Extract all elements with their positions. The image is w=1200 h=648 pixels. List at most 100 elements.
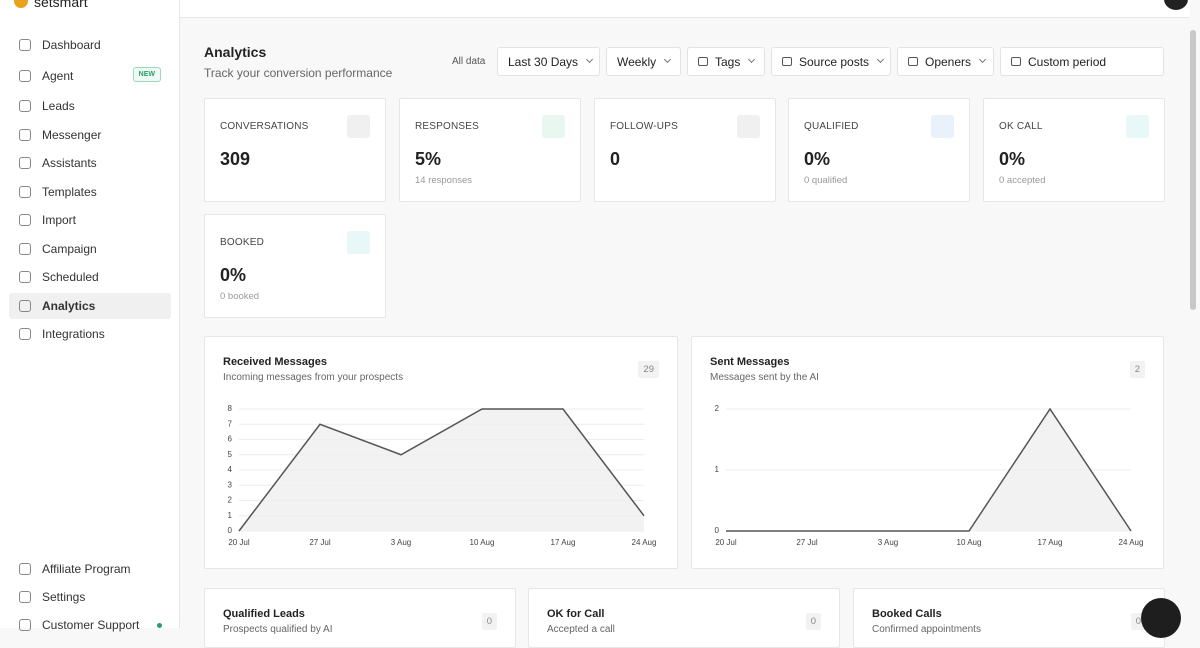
stat-label: CONVERSATIONS [220,121,309,132]
filter-button[interactable]: Weekly [606,47,681,76]
chart-title: Sent Messages [710,356,790,368]
filter-button[interactable]: Openers [897,47,994,76]
nav-icon [19,563,31,575]
x-tick-label: 10 Aug [470,538,495,547]
nav-item[interactable]: Scheduled [9,264,171,290]
filter-button[interactable]: Source posts [771,47,891,76]
filter-label: All data [452,56,486,67]
stat-icon [542,115,565,138]
x-tick-label: 17 Aug [551,538,576,547]
filter-text: Weekly [617,54,657,69]
nav-item[interactable]: Agent NEW [9,63,171,89]
nav-icon [19,328,31,340]
nav-item[interactable]: Integrations [9,321,171,347]
chart: 0 1 2 3 4 5 6 7 8 20 Jul 27 Jul 3 Aug 10 Aug 17 Aug 24… [228,404,657,547]
nav-label: Scheduled [42,270,99,284]
x-tick-label: 10 Aug [957,538,982,547]
stat-icon [1126,115,1149,138]
filter-button[interactable]: Custom period [1000,47,1164,76]
nav-icon [19,39,31,51]
x-tick-label: 27 Jul [309,538,331,547]
status-dot [157,623,162,628]
nav-label: Leads [42,99,75,113]
nav-item[interactable]: Assistants [9,150,171,176]
nav-label: Agent [42,69,74,83]
stat-label: RESPONSES [415,121,480,132]
nav-item[interactable]: Leads [9,93,171,119]
stat-label: QUALIFIED [804,121,859,132]
nav-item[interactable]: Analytics [9,293,171,319]
nav-item[interactable]: Customer Support [9,612,171,638]
stat-sub: 14 responses [415,175,473,186]
metric-total: 0 [805,613,821,630]
chart: 0 1 2 20 Jul 27 Jul 3 Aug 10 Aug 17 Aug 24 Aug [715,404,1144,547]
filter-text: Tags [715,54,741,69]
filter-text: Last 30 Days [508,54,579,69]
x-tick-label: 17 Aug [1038,538,1063,547]
chart-subtitle: Messages sent by the AI [710,372,819,383]
nav-label: Campaign [42,242,97,256]
stat-card: OK CALL 0% 0 accepted [983,98,1165,202]
metric-title: Booked Calls [872,608,942,620]
stat-card: CONVERSATIONS 309 [204,98,386,202]
nav-icon [19,271,31,283]
line [238,408,645,532]
chevron [664,55,672,64]
nav-label: Templates [42,185,97,199]
y-tick-label: 7 [228,419,233,428]
chevron [877,55,885,64]
nav-icon [19,129,31,141]
x-tick-label: 20 Jul [715,538,737,547]
stat-sub: 0 qualified [804,175,848,186]
nav-icon [19,591,31,603]
nav-item[interactable]: Campaign [9,236,171,262]
stat-label: BOOKED [220,237,264,248]
chevron [586,55,594,64]
stat-sub: 0 booked [220,291,260,302]
nav-item[interactable]: Import [9,207,171,233]
stat-value: 0% [220,265,247,285]
filter-button[interactable]: Tags [687,47,765,76]
nav-item[interactable]: Templates [9,179,171,205]
nav-item[interactable]: Dashboard [9,32,171,58]
metric-subtitle: Accepted a call [547,624,615,635]
chart-title: Received Messages [223,356,327,368]
y-tick-label: 8 [228,404,233,413]
x-tick-label: 20 Jul [228,538,250,547]
nav-label: Integrations [42,327,105,341]
app: setsmart Dashboard Agent NEW Leads Messenger… [9,0,1196,648]
stat-card: FOLLOW-UPS 0 [594,98,776,202]
nav-icon [19,300,31,312]
stat-value: 309 [220,149,251,169]
nav-label: Import [42,213,77,227]
x-tick-label: 3 Aug [391,538,411,547]
nav-label: Settings [42,590,86,604]
x-tick-label: 24 Aug [1119,538,1144,547]
stat-label: FOLLOW-UPS [610,121,678,132]
chart-total: 29 [638,361,659,378]
chat-button[interactable] [1141,598,1181,638]
avatar[interactable] [1164,0,1188,10]
stat-label: OK CALL [999,121,1043,132]
y-tick-label: 4 [228,465,233,474]
scrollbar[interactable] [1190,30,1196,310]
filter-button[interactable]: Last 30 Days [497,47,600,76]
metric-subtitle: Confirmed appointments [872,624,981,635]
y-tick-label: 1 [715,465,720,474]
metric-subtitle: Prospects qualified by AI [223,624,333,635]
y-tick-label: 6 [228,435,233,444]
page-subtitle: Track your conversion performance [204,66,393,80]
chart-card: Received Messages Incoming messages from … [204,336,678,569]
nav-label: Assistants [42,156,97,170]
nav-item[interactable]: Settings [9,584,171,610]
nav-item[interactable]: Affiliate Program [9,556,171,582]
filter-icon [698,57,708,66]
stat-icon [737,115,760,138]
stat-icon [931,115,954,138]
nav-label: Customer Support [42,618,140,632]
stat-card: BOOKED 0% 0 booked [204,214,386,318]
y-tick-label: 0 [228,526,233,535]
nav-label: Messenger [42,128,102,142]
nav-item[interactable]: Messenger [9,122,171,148]
filter-icon [908,57,918,66]
